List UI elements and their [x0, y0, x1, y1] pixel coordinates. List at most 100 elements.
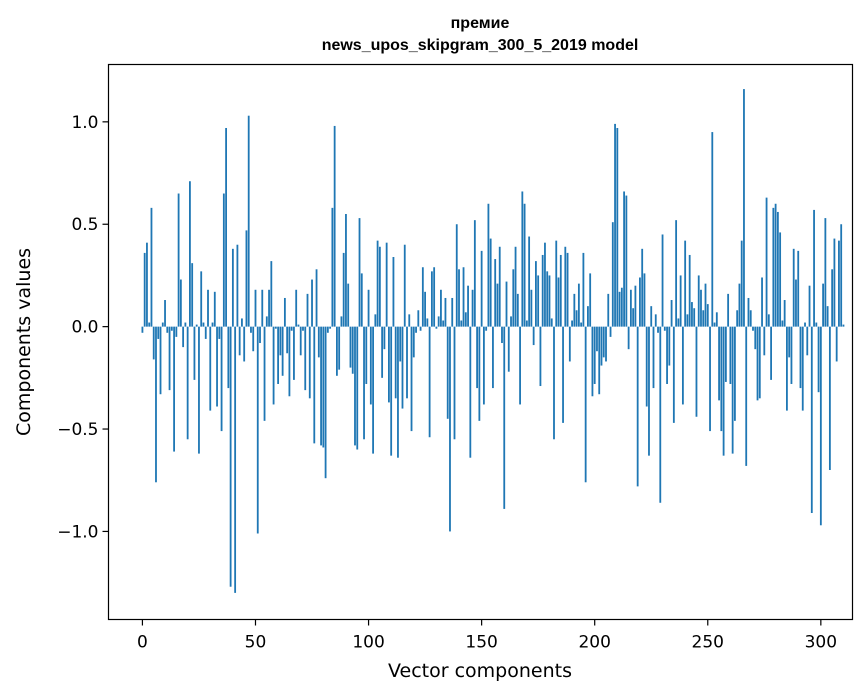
bar — [736, 310, 739, 327]
bar — [324, 326, 327, 479]
bar — [338, 326, 341, 370]
bar — [482, 326, 485, 405]
bar — [200, 271, 203, 327]
bar — [198, 326, 200, 454]
bar — [833, 238, 836, 327]
bar — [562, 326, 564, 423]
bar — [419, 326, 422, 331]
bar — [528, 236, 531, 327]
bar — [295, 289, 298, 327]
bar — [241, 318, 243, 327]
bar — [304, 326, 307, 391]
bar — [804, 322, 806, 327]
bar — [170, 326, 173, 331]
bar — [752, 326, 754, 331]
bar — [263, 326, 266, 421]
bar — [510, 316, 512, 327]
bar — [797, 250, 800, 327]
bar — [236, 244, 239, 327]
bar — [614, 123, 616, 327]
bar — [388, 326, 390, 403]
bar — [322, 326, 325, 448]
bar — [715, 312, 718, 327]
bar — [354, 326, 356, 446]
bar — [365, 326, 368, 384]
bar — [195, 324, 198, 327]
bar — [743, 89, 745, 327]
bar — [648, 326, 650, 456]
bar — [675, 220, 678, 327]
x-tick-label: 50 — [245, 633, 267, 653]
bar — [555, 240, 558, 327]
bar — [686, 314, 689, 327]
bar — [155, 326, 157, 483]
bar — [808, 285, 811, 327]
bar — [356, 326, 359, 450]
bar — [367, 289, 370, 327]
bar — [582, 252, 585, 327]
bar — [695, 326, 698, 417]
x-tick-label: 0 — [137, 633, 148, 653]
bar — [469, 326, 472, 458]
bar — [634, 285, 637, 327]
bar — [822, 283, 825, 327]
bar — [514, 246, 517, 327]
bar — [449, 326, 451, 532]
bar — [494, 259, 497, 327]
bar — [164, 300, 166, 327]
bar — [596, 326, 598, 352]
bar — [473, 220, 476, 327]
bar — [392, 257, 395, 327]
bar — [530, 289, 533, 327]
bar — [779, 232, 782, 327]
bar — [799, 326, 802, 389]
bar — [539, 326, 542, 387]
bar — [525, 320, 528, 327]
bar — [697, 275, 700, 327]
y-axis-ticks: 1.0 0.5 0.0 −0.5 −1.0 — [57, 113, 109, 542]
bar — [537, 275, 540, 327]
bar — [397, 326, 399, 458]
bar — [460, 320, 463, 327]
bar — [430, 271, 433, 327]
bar — [666, 326, 668, 384]
bar — [394, 326, 397, 399]
x-axis-label: Vector components — [388, 660, 572, 682]
bar — [265, 316, 268, 327]
bar — [179, 279, 182, 327]
bar — [467, 285, 469, 327]
bar — [650, 306, 653, 327]
bar — [299, 326, 302, 356]
bar — [763, 326, 766, 356]
bar — [302, 326, 304, 331]
bar — [297, 324, 300, 327]
bar — [390, 326, 393, 456]
bar — [161, 322, 164, 327]
bar — [250, 326, 252, 333]
bar — [568, 326, 571, 362]
bar — [512, 269, 515, 327]
y-tick-label: −1.0 — [57, 522, 98, 542]
bar — [360, 273, 363, 327]
bar — [641, 248, 644, 327]
bar — [202, 322, 205, 327]
bar — [288, 326, 291, 397]
bar — [548, 275, 551, 327]
bar — [691, 302, 693, 327]
bar — [609, 326, 612, 337]
bar — [795, 279, 797, 327]
bar — [700, 289, 702, 327]
bar — [442, 320, 445, 327]
bar — [349, 326, 352, 368]
bar — [722, 326, 725, 456]
bar — [584, 326, 587, 483]
bar — [645, 326, 648, 407]
bar — [283, 297, 286, 327]
bar — [383, 326, 386, 350]
bar — [602, 326, 605, 358]
bar — [724, 326, 727, 382]
bar — [776, 211, 779, 327]
bar — [575, 310, 578, 327]
bar — [333, 125, 336, 327]
bar — [657, 326, 659, 333]
